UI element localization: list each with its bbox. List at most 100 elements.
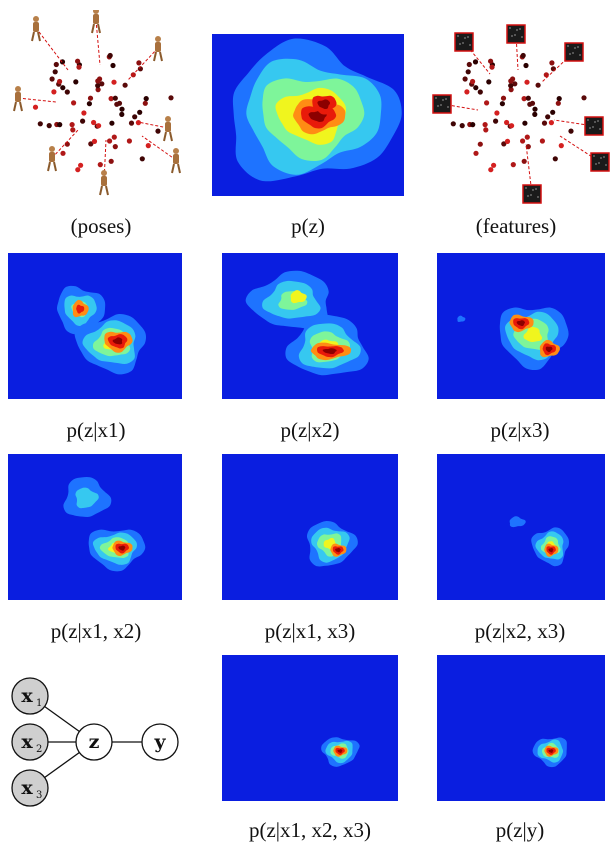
svg-text:2: 2	[36, 744, 42, 755]
feat-point	[548, 120, 554, 126]
feat-point	[477, 89, 483, 95]
pose-point	[112, 144, 118, 150]
figure-pose-icon	[171, 148, 181, 174]
pose-point	[126, 138, 132, 144]
feat-point	[459, 123, 465, 129]
pose-point	[64, 141, 70, 147]
svg-text:z: z	[89, 731, 100, 753]
px12-contour-2-2	[118, 545, 126, 551]
feat-point	[524, 79, 530, 85]
feature-patch-icon	[522, 184, 542, 204]
pose-point	[76, 64, 82, 70]
px3-contour-0-3	[523, 326, 543, 343]
px1-panel	[8, 253, 182, 399]
pose-point	[137, 109, 143, 115]
feat-point	[509, 123, 515, 129]
pose-point	[80, 118, 86, 124]
pose-point	[53, 61, 59, 68]
feat-point	[473, 85, 479, 91]
feat-point	[550, 66, 556, 72]
pose-point	[143, 96, 149, 102]
feat-point	[464, 89, 470, 95]
pose-point	[57, 78, 63, 85]
pz-contour-2-1	[317, 99, 331, 110]
feat-point	[521, 96, 527, 102]
feat-point	[493, 118, 499, 124]
px123-contour-1-2	[337, 749, 343, 753]
feat-point	[558, 143, 564, 149]
pose-point	[46, 123, 52, 129]
px1-density-map	[8, 253, 182, 399]
px12-density-map	[8, 454, 182, 600]
feat-point	[552, 156, 558, 162]
pose-point	[97, 162, 103, 168]
pose-point	[110, 62, 116, 69]
px123-background	[222, 655, 398, 801]
feature-patch-icon	[454, 32, 474, 52]
py-background	[437, 655, 605, 801]
pose-point	[60, 150, 66, 156]
feat-point	[482, 122, 488, 128]
px23-contour-0-0	[509, 516, 526, 528]
pose-point	[69, 122, 75, 128]
feat-point	[555, 100, 561, 106]
poses-panel	[8, 10, 194, 200]
figure-pose-icon	[91, 10, 101, 34]
pose-link-line	[95, 19, 101, 66]
feat-point	[504, 119, 510, 126]
px2-panel	[222, 253, 398, 399]
px12-panel	[8, 454, 182, 600]
pose-point	[135, 120, 141, 126]
feat-point	[491, 162, 497, 168]
figure-pose-icon	[163, 116, 173, 142]
feat-point	[581, 95, 587, 101]
pose-point	[128, 120, 135, 126]
feat-point	[545, 114, 551, 120]
pose-point	[60, 85, 66, 91]
feat-point	[520, 52, 526, 59]
features-scatter	[432, 24, 610, 204]
pose-point	[49, 76, 55, 82]
pose-point	[52, 69, 58, 75]
px3-contour-1-2	[516, 320, 525, 326]
feat-point	[510, 162, 516, 168]
feat-point	[499, 101, 505, 107]
pose-point	[116, 100, 123, 106]
pose-point	[108, 96, 114, 102]
feat-point	[568, 128, 574, 134]
feat-link-line	[525, 143, 533, 195]
pose-point	[75, 58, 81, 64]
px2-contour-3-0	[290, 290, 307, 304]
pose-point	[96, 123, 102, 129]
feat-point	[525, 144, 531, 150]
pose-link-line	[141, 135, 177, 161]
feat-point	[524, 134, 530, 140]
px23-background	[437, 454, 605, 600]
feat-point	[520, 138, 526, 144]
svg-text:x: x	[21, 777, 33, 799]
px23-panel	[437, 454, 605, 600]
pose-point	[32, 104, 39, 110]
caption-px2: p(z|x2)	[280, 418, 340, 442]
feat-point	[508, 87, 514, 93]
px1-contour-3-2	[112, 337, 123, 345]
feat-point	[450, 121, 456, 127]
feat-point	[494, 110, 500, 116]
pose-point	[91, 138, 98, 144]
feat-point	[525, 95, 531, 101]
feat-point	[489, 64, 495, 70]
feature-patch-icon	[506, 24, 526, 44]
feat-point	[523, 62, 529, 69]
feat-point	[466, 61, 472, 68]
px2-density-map	[222, 253, 398, 399]
feat-point	[483, 127, 489, 133]
caption-px12: p(z|x1, x2)	[50, 619, 142, 643]
pose-link-line	[127, 47, 159, 81]
svg-text:x: x	[21, 685, 33, 707]
px12-contour-0-1	[75, 487, 99, 509]
feat-point	[535, 82, 541, 88]
